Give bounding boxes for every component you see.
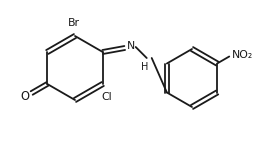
Text: O: O [20,91,29,104]
Text: Br: Br [68,18,80,28]
Text: H: H [141,62,148,72]
Text: NO₂: NO₂ [232,51,253,60]
Text: N: N [127,41,135,51]
Text: Cl: Cl [102,92,112,102]
